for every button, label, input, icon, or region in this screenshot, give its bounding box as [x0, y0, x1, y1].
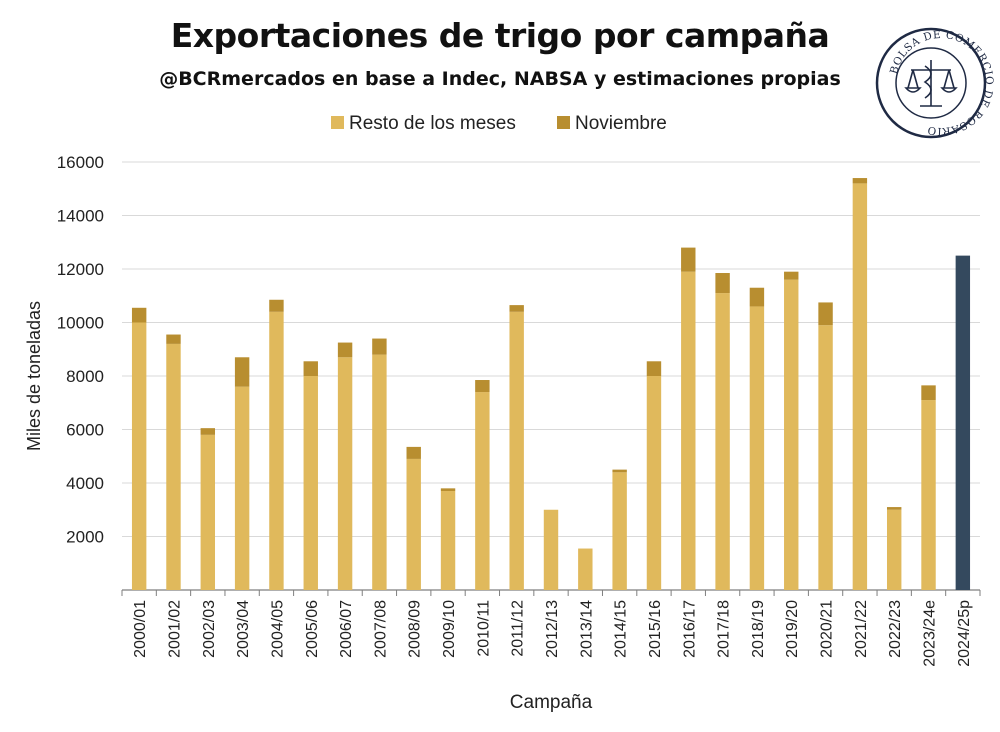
bar-noviembre — [406, 446, 421, 459]
bar-resto-de-los-meses — [234, 386, 250, 590]
bar-noviembre — [337, 342, 353, 358]
bar-noviembre — [784, 271, 799, 280]
bar-noviembre — [749, 287, 765, 307]
bar-noviembre — [234, 357, 250, 387]
x-tick-label: 2023/24e — [922, 600, 939, 667]
bar-noviembre — [818, 302, 833, 326]
x-tick-label: 2021/22 — [853, 600, 870, 658]
y-tick-label: 4000 — [66, 474, 104, 493]
bar-resto-de-los-meses — [852, 183, 868, 590]
page-subtitle: @BCRmercados en base a Indec, NABSA y es… — [159, 68, 841, 90]
x-tick-label: 2024/25p — [956, 600, 973, 667]
bar-noviembre — [681, 247, 696, 272]
bar-highlight — [955, 255, 971, 590]
bar-resto-de-los-meses — [200, 434, 216, 590]
bar-resto-de-los-meses — [715, 293, 730, 590]
y-tick-label: 2000 — [66, 528, 104, 547]
x-tick-label: 2007/08 — [372, 600, 389, 658]
bar-resto-de-los-meses — [475, 392, 490, 590]
bar-noviembre — [131, 307, 147, 323]
bar-noviembre — [715, 273, 730, 294]
y-tick-label: 8000 — [66, 367, 104, 386]
bar-noviembre — [852, 178, 868, 184]
x-tick-label: 2017/18 — [716, 600, 733, 658]
x-tick-label: 2016/17 — [681, 600, 698, 658]
y-tick-label: 12000 — [57, 260, 104, 279]
bar-resto-de-los-meses — [131, 322, 147, 590]
x-tick-label: 2010/11 — [475, 600, 492, 657]
bar-noviembre — [166, 334, 181, 344]
x-tick-label: 2013/14 — [578, 600, 595, 658]
x-tick-label: 2020/21 — [819, 600, 836, 658]
x-tick-label: 2000/01 — [132, 600, 149, 658]
x-tick-label: 2002/03 — [201, 600, 218, 658]
x-tick-label: 2014/15 — [613, 600, 630, 658]
bar-resto-de-los-meses — [646, 376, 662, 590]
y-tick-label: 14000 — [57, 207, 104, 226]
scales-emblem-icon — [904, 60, 958, 107]
bar-resto-de-los-meses — [612, 472, 627, 590]
bar-noviembre — [612, 469, 627, 473]
x-tick-label: 2019/20 — [784, 600, 801, 658]
legend-label-noviembre: Noviembre — [575, 113, 667, 134]
x-tick-label: 2009/10 — [441, 600, 458, 658]
legend: Resto de los meses Noviembre — [331, 113, 667, 134]
x-axis-ticks: 2000/01 2001/02 2002/03 2003/04 2004/05 2005/… — [121, 590, 981, 667]
bar-resto-de-los-meses — [372, 354, 387, 590]
bar-resto-de-los-meses — [337, 357, 353, 590]
y-tick-label: 6000 — [66, 421, 104, 440]
bar-resto-de-los-meses — [166, 343, 181, 590]
bar-resto-de-los-meses — [886, 509, 902, 590]
bar-resto-de-los-meses — [543, 509, 559, 590]
bar-resto-de-los-meses — [509, 311, 524, 590]
bar-noviembre — [303, 361, 318, 376]
bar-noviembre — [269, 299, 284, 312]
bar-resto-de-los-meses — [578, 548, 593, 590]
x-tick-label: 2022/23 — [887, 600, 904, 658]
bar-resto-de-los-meses — [269, 311, 284, 590]
x-tick-label: 2004/05 — [269, 600, 286, 658]
y-axis-ticks: 2000 4000 6000 8000 10000 12000 14000 16000 — [57, 153, 104, 547]
bar-resto-de-los-meses — [818, 325, 833, 590]
logo-inner-ring — [895, 47, 967, 119]
bar-noviembre — [921, 385, 936, 401]
bar-noviembre — [440, 488, 456, 492]
x-axis-title: Campaña — [510, 692, 593, 713]
x-tick-label: 2006/07 — [338, 600, 355, 658]
y-tick-label: 16000 — [57, 153, 104, 172]
bar-noviembre — [200, 428, 216, 435]
bar-noviembre — [372, 338, 387, 355]
legend-swatch-noviembre — [557, 116, 570, 129]
bar-resto-de-los-meses — [406, 458, 421, 590]
x-tick-label: 2008/09 — [407, 600, 424, 658]
bars — [131, 178, 971, 590]
bar-noviembre — [646, 361, 662, 376]
bar-noviembre — [509, 305, 524, 312]
bar-resto-de-los-meses — [784, 279, 799, 590]
bar-resto-de-los-meses — [440, 491, 456, 590]
x-tick-label: 2011/12 — [510, 600, 527, 657]
bar-resto-de-los-meses — [749, 306, 765, 590]
legend-swatch-resto — [331, 116, 344, 129]
x-tick-label: 2018/19 — [750, 600, 767, 658]
x-tick-label: 2012/13 — [544, 600, 561, 658]
legend-label-resto: Resto de los meses — [349, 113, 516, 134]
y-tick-label: 10000 — [57, 314, 104, 333]
x-tick-label: 2015/16 — [647, 600, 664, 658]
x-tick-label: 2003/04 — [235, 600, 252, 658]
x-tick-label: 2001/02 — [166, 600, 183, 658]
page-title: Exportaciones de trigo por campaña — [170, 16, 830, 55]
bar-noviembre — [886, 507, 902, 510]
logo-seal: BOLSA DE COMERCIO DE ROSARIO — [875, 27, 995, 139]
bar-resto-de-los-meses — [303, 376, 318, 590]
bar-resto-de-los-meses — [681, 271, 696, 590]
x-tick-label: 2005/06 — [304, 600, 321, 658]
bar-resto-de-los-meses — [921, 400, 936, 590]
bar-noviembre — [475, 380, 490, 393]
y-axis-title: Miles de toneladas — [24, 301, 44, 451]
